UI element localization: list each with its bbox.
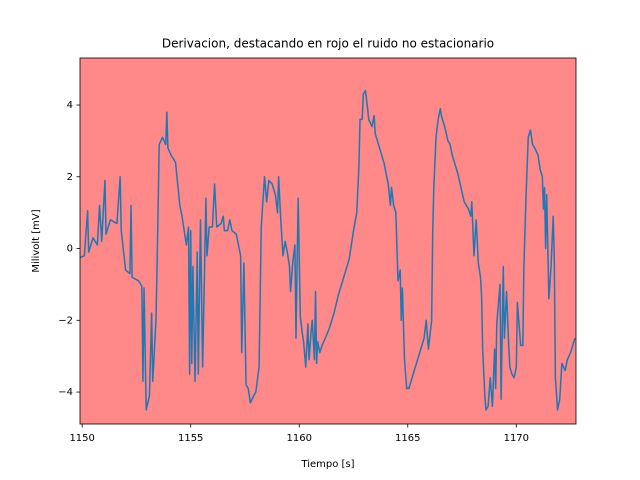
y-tick-label: −2 (58, 315, 73, 326)
x-tick-label: 1155 (178, 433, 203, 444)
x-tick-label: 1165 (395, 433, 420, 444)
axes-frame (79, 57, 577, 425)
y-tick-label: 0 (67, 244, 73, 255)
y-tick-label: 4 (67, 100, 73, 111)
y-tick-label: 2 (67, 172, 73, 183)
x-axis-label: Tiempo [s] (300, 459, 354, 470)
y-axis-label: Milivolt [mV] (31, 209, 42, 272)
x-tick-label: 1160 (287, 433, 312, 444)
line-series (80, 89, 576, 411)
x-tick-label: 1150 (69, 433, 94, 444)
y-tick-label: −4 (58, 387, 73, 398)
chart-title: Derivacion, destacando en rojo el ruido … (162, 37, 494, 51)
x-tick-label: 1170 (504, 433, 529, 444)
